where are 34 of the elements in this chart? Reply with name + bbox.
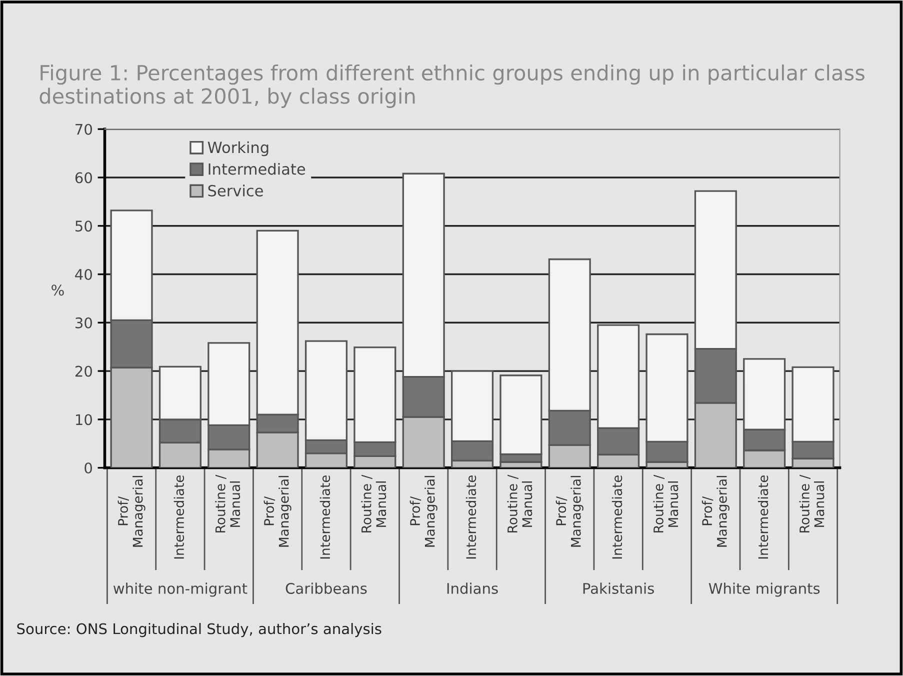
- x-tick-label: Prof/ Managerial: [118, 476, 146, 547]
- x-tick-label: Routine / Manual: [215, 474, 240, 532]
- text: white non-migrant: [114, 582, 248, 597]
- legend-label: Working: [208, 141, 268, 156]
- x-tick-label: Routine / Manual: [361, 474, 386, 532]
- legend-label: Service: [208, 184, 263, 196]
- text: Caribbeans: [286, 582, 367, 594]
- y-tick-label: 0: [84, 462, 92, 474]
- x-tick-label: Intermediate: [466, 475, 476, 559]
- x-tick-label: Prof/ Managerial: [702, 476, 730, 547]
- y-tick-label: 70: [76, 124, 92, 135]
- x-tick-label: Intermediate: [758, 475, 768, 559]
- x-tick-label: Intermediate: [320, 475, 330, 559]
- x-tick-label: Routine / Manual: [507, 474, 532, 532]
- text: White migrants: [708, 582, 820, 597]
- x-tick-label: Routine / Manual: [653, 474, 678, 532]
- text: Indians: [447, 582, 498, 594]
- x-tick-label: Intermediate: [174, 475, 184, 559]
- y-axis-title: %: [52, 284, 64, 296]
- text: Pakistanis: [583, 582, 654, 594]
- source-note: Source: ONS Longitudinal Study, author’s analysis: [17, 622, 382, 638]
- y-tick-label: 50: [76, 220, 92, 232]
- y-tick-label: 60: [75, 172, 92, 184]
- x-tick-label: Prof/ Managerial: [410, 476, 438, 547]
- legend-label: Intermediate: [208, 163, 306, 175]
- y-tick-label: 10: [76, 414, 92, 426]
- x-tick-label: Routine / Manual: [799, 474, 824, 532]
- y-tick-label: 20: [75, 366, 92, 377]
- chart-title: Figure 1: Percentages from different ethnic groups ending up in particular class destinations at 2001, by class origin: [40, 64, 864, 108]
- y-tick-label: 30: [75, 317, 92, 328]
- y-tick-label: 40: [75, 268, 92, 280]
- x-tick-label: Intermediate: [612, 475, 622, 559]
- x-tick-label: Prof/ Managerial: [556, 476, 584, 547]
- x-tick-label: Prof/ Managerial: [264, 476, 292, 547]
